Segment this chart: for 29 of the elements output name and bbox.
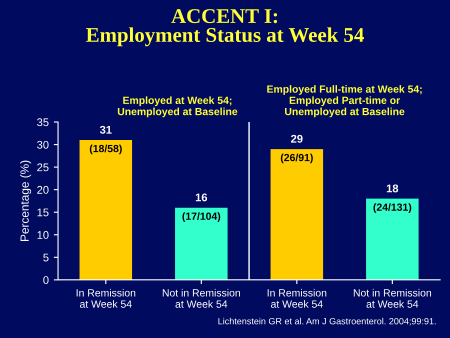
text: Lichtenstein GR et al. Am J Gastroenterol. 2004;99:91. <box>218 318 436 326</box>
y-tick-label: 35 <box>37 118 49 126</box>
x-tick-label: Not in Remission at Week 54 <box>354 288 432 308</box>
data-label: 29 <box>291 134 303 143</box>
chart-title: ACCENT I: Employment Status at Week 54 <box>86 9 364 46</box>
x-tick-label: Not in Remission at Week 54 <box>162 288 240 308</box>
text: Employed at Week 54; Unemployed at Baseline <box>118 96 238 118</box>
bar <box>175 208 228 280</box>
bar <box>366 198 419 280</box>
annotation: (26/91) <box>280 154 313 164</box>
bar <box>270 149 324 280</box>
annotation: (24/131) <box>373 203 412 213</box>
y-tick-label: 5 <box>43 254 49 262</box>
x-tick-label: In Remission at Week 54 <box>76 288 136 308</box>
y-tick-label: 25 <box>37 163 49 172</box>
x-tick-label: In Remission at Week 54 <box>268 288 326 308</box>
y-tick-label: 20 <box>37 186 49 194</box>
data-label: 16 <box>196 193 208 202</box>
bar <box>80 140 132 280</box>
text: Employed Full-time at Week 54; Employed Part-time or Unemployed at Baseline <box>267 85 422 118</box>
annotation: (18/58) <box>90 144 122 154</box>
y-tick-label: 10 <box>38 231 49 239</box>
data-label: 31 <box>100 126 112 134</box>
y-tick-label: 15 <box>38 208 49 216</box>
y-tick-label: 30 <box>37 140 49 149</box>
annotation: (17/104) <box>182 212 220 222</box>
data-label: 18 <box>386 184 398 192</box>
y-tick-label: 0 <box>43 276 49 284</box>
y-axis-title: Percentage (%) <box>20 160 32 241</box>
